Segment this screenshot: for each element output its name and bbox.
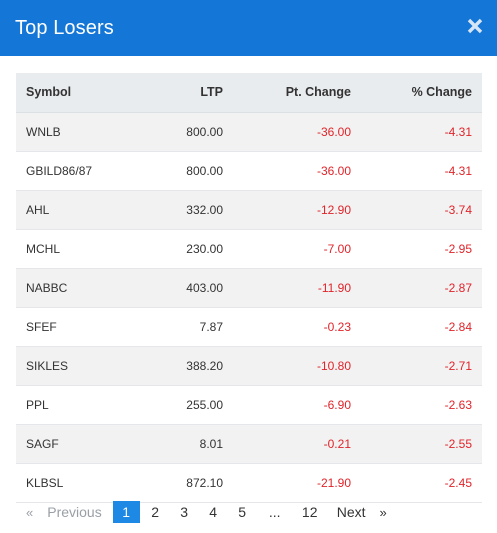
column-header-ltp[interactable]: LTP: [121, 73, 233, 113]
column-header-pct-change[interactable]: % Change: [361, 73, 482, 113]
page-button-1[interactable]: 1: [112, 501, 140, 523]
cell-ltp: 230.00: [121, 229, 233, 269]
cell-symbol: PPL: [16, 385, 121, 425]
table-header-row: Symbol LTP Pt. Change % Change: [16, 73, 482, 113]
losers-table-container: Symbol LTP Pt. Change % Change WNLB 800.0…: [16, 73, 482, 503]
cell-symbol: KLBSL: [16, 463, 121, 503]
cell-ltp: 332.00: [121, 190, 233, 230]
cell-symbol: SAGF: [16, 424, 121, 464]
cell-pct-change: -4.31: [361, 151, 482, 191]
cell-pct-change: -2.95: [361, 229, 482, 269]
next-page-button[interactable]: Next »: [327, 501, 395, 523]
page-button-5[interactable]: 5: [238, 504, 247, 520]
cell-pt-change: -0.23: [233, 307, 361, 347]
page-button-3[interactable]: 3: [180, 504, 189, 520]
cell-symbol: SFEF: [16, 307, 121, 347]
modal-header: Top Losers: [0, 0, 497, 56]
cell-pt-change: -36.00: [233, 112, 361, 152]
cell-ltp: 403.00: [121, 268, 233, 308]
cell-pct-change: -2.45: [361, 463, 482, 503]
cell-pct-change: -2.71: [361, 346, 482, 386]
cell-pct-change: -2.84: [361, 307, 482, 347]
modal-title: Top Losers: [15, 16, 114, 39]
table-row[interactable]: AHL 332.00 -12.90 -3.74: [16, 190, 482, 230]
page-button-2[interactable]: 2: [151, 504, 160, 520]
table-row[interactable]: SFEF 7.87 -0.23 -2.84: [16, 307, 482, 347]
page-button-4[interactable]: 4: [209, 504, 218, 520]
double-chevron-left-icon: «: [26, 504, 34, 520]
cell-symbol: NABBC: [16, 268, 121, 308]
previous-label: Previous: [47, 504, 102, 520]
cell-ltp: 388.20: [121, 346, 233, 386]
cell-ltp: 872.10: [121, 463, 233, 503]
cell-symbol: SIKLES: [16, 346, 121, 386]
cell-pt-change: -11.90: [233, 268, 361, 308]
pagination-ellipsis: ...: [268, 504, 281, 520]
table-row[interactable]: KLBSL 872.10 -21.90 -2.45: [16, 463, 482, 503]
double-chevron-right-icon: »: [379, 504, 387, 520]
close-button[interactable]: [465, 16, 485, 38]
table-row[interactable]: SIKLES 388.20 -10.80 -2.71: [16, 346, 482, 386]
cell-symbol: GBILD86/87: [16, 151, 121, 191]
table-row[interactable]: SAGF 8.01 -0.21 -2.55: [16, 424, 482, 464]
cell-pct-change: -2.63: [361, 385, 482, 425]
table-row[interactable]: WNLB 800.00 -36.00 -4.31: [16, 112, 482, 152]
table-row[interactable]: PPL 255.00 -6.90 -2.63: [16, 385, 482, 425]
cell-symbol: MCHL: [16, 229, 121, 269]
cell-pct-change: -4.31: [361, 112, 482, 152]
page-button-12[interactable]: 12: [301, 504, 318, 520]
cell-pct-change: -2.87: [361, 268, 482, 308]
next-label: Next: [336, 504, 366, 520]
cell-pt-change: -10.80: [233, 346, 361, 386]
cell-symbol: AHL: [16, 190, 121, 230]
cell-pct-change: -2.55: [361, 424, 482, 464]
column-header-symbol[interactable]: Symbol: [16, 73, 121, 113]
close-icon: [467, 18, 483, 34]
cell-pt-change: -7.00: [233, 229, 361, 269]
table-row[interactable]: GBILD86/87 800.00 -36.00 -4.31: [16, 151, 482, 191]
cell-pt-change: -0.21: [233, 424, 361, 464]
cell-pt-change: -21.90: [233, 463, 361, 503]
cell-pct-change: -3.74: [361, 190, 482, 230]
pagination: « Previous 1 2 3 4 5 ... 12 Next »: [16, 501, 395, 523]
cell-symbol: WNLB: [16, 112, 121, 152]
previous-page-button[interactable]: « Previous: [16, 501, 112, 523]
table-row[interactable]: MCHL 230.00 -7.00 -2.95: [16, 229, 482, 269]
column-header-pt-change[interactable]: Pt. Change: [233, 73, 361, 113]
cell-pt-change: -6.90: [233, 385, 361, 425]
cell-ltp: 800.00: [121, 151, 233, 191]
cell-pt-change: -36.00: [233, 151, 361, 191]
cell-ltp: 8.01: [121, 424, 233, 464]
table-row[interactable]: NABBC 403.00 -11.90 -2.87: [16, 268, 482, 308]
cell-pt-change: -12.90: [233, 190, 361, 230]
cell-ltp: 800.00: [121, 112, 233, 152]
cell-ltp: 255.00: [121, 385, 233, 425]
cell-ltp: 7.87: [121, 307, 233, 347]
losers-table: Symbol LTP Pt. Change % Change WNLB 800.0…: [16, 73, 482, 503]
